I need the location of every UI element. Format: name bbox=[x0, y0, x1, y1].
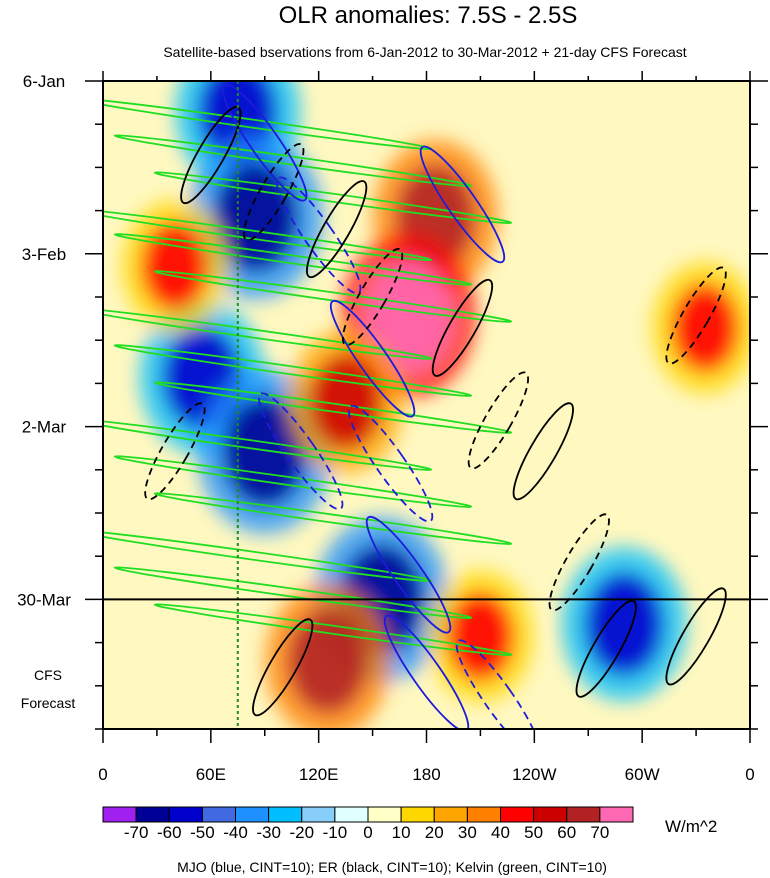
colorbar-label: -50 bbox=[190, 823, 215, 842]
y-axis: 6-Jan 3-Feb 2-Mar 30-Mar bbox=[17, 72, 768, 730]
colorbar-label: 0 bbox=[363, 823, 372, 842]
er-contour bbox=[467, 371, 530, 470]
colorbar-swatch bbox=[500, 806, 535, 823]
colorbar-label: -40 bbox=[223, 823, 248, 842]
colorbar-swatch bbox=[168, 806, 203, 823]
colorbar: -70 -60 -50 -40 -30 -20 -10 0 10 20 30 40 50 60 70 bbox=[102, 806, 634, 842]
kelvin-contour bbox=[113, 344, 473, 397]
chart-title: OLR anomalies: 7.5S - 2.5S bbox=[279, 2, 578, 29]
mjo-contour bbox=[419, 145, 506, 264]
colorbar-swatch bbox=[367, 806, 402, 823]
anomaly-core bbox=[309, 354, 382, 450]
kelvin-contour bbox=[153, 603, 513, 657]
colorbar-swatch bbox=[466, 806, 501, 823]
kelvin-contour bbox=[153, 492, 513, 545]
mjo-contour bbox=[455, 639, 542, 729]
kelvin-contour bbox=[153, 171, 513, 225]
x-tick-label: 60E bbox=[196, 765, 226, 784]
colorbar-swatch bbox=[400, 806, 435, 823]
kelvin-contour bbox=[103, 418, 433, 471]
plot-area bbox=[103, 81, 750, 729]
x-tick-label: 60W bbox=[625, 765, 660, 784]
colorbar-units: W/m^2 bbox=[665, 817, 717, 836]
anomaly-core bbox=[585, 572, 664, 676]
overlay-note: MJO (blue, CINT=10); ER (black, CINT=10)… bbox=[177, 859, 607, 875]
y-tick-label: 6-Jan bbox=[23, 72, 66, 91]
colorbar-label: 60 bbox=[557, 823, 576, 842]
colorbar-label: 30 bbox=[458, 823, 477, 842]
kelvin-contour bbox=[113, 566, 473, 619]
mjo-contour bbox=[258, 392, 344, 511]
colorbar-label: -60 bbox=[157, 823, 182, 842]
kelvin-contour bbox=[153, 381, 513, 434]
y-tick-label: 2-Mar bbox=[22, 418, 67, 437]
kelvin-contour bbox=[103, 307, 433, 360]
x-tick-label: 120E bbox=[299, 765, 339, 784]
anomaly-core bbox=[141, 221, 209, 311]
anomaly-core bbox=[213, 161, 298, 272]
kelvin-contour bbox=[113, 134, 473, 187]
er-contour bbox=[665, 266, 727, 365]
forecast-label-line2: Forecast bbox=[21, 695, 76, 711]
er-contour bbox=[431, 278, 494, 377]
x-axis: 0 60E 120E 180 120W 60W 0 bbox=[98, 71, 755, 784]
er-contour bbox=[575, 599, 637, 698]
forecast-label-line1: CFS bbox=[34, 667, 62, 683]
colorbar-swatch bbox=[235, 806, 270, 823]
anomaly-core bbox=[446, 592, 514, 681]
mjo-contour bbox=[222, 83, 308, 202]
er-contour bbox=[341, 248, 404, 346]
mjo-contour bbox=[347, 404, 434, 523]
colorbar-label: 20 bbox=[425, 823, 444, 842]
colorbar-label: 40 bbox=[491, 823, 510, 842]
x-tick-label: 0 bbox=[745, 765, 754, 784]
chart-subtitle: Satellite-based bservations from 6-Jan-2… bbox=[163, 44, 686, 60]
colorbar-label: 10 bbox=[392, 823, 411, 842]
kelvin-contour bbox=[103, 529, 433, 582]
y-tick-label: 3-Feb bbox=[22, 245, 66, 264]
colorbar-label: -30 bbox=[256, 823, 281, 842]
colorbar-swatch bbox=[334, 806, 369, 823]
y-tick-label: 30-Mar bbox=[17, 590, 71, 609]
kelvin-contour bbox=[113, 233, 473, 286]
er-contour bbox=[144, 402, 206, 501]
colorbar-swatch bbox=[135, 806, 170, 823]
kelvin-contour bbox=[113, 455, 473, 508]
mjo-contour bbox=[365, 515, 452, 634]
er-contour bbox=[252, 618, 314, 717]
mjo-contour bbox=[383, 614, 470, 729]
colorbar-swatch bbox=[301, 806, 336, 823]
colorbar-swatch bbox=[533, 806, 568, 823]
anomaly-core bbox=[366, 260, 451, 371]
colorbar-swatch bbox=[599, 806, 634, 823]
anomaly-core bbox=[671, 283, 739, 373]
colorbar-label: 70 bbox=[590, 823, 609, 842]
colorbar-swatch bbox=[433, 806, 468, 823]
er-contour bbox=[665, 587, 727, 686]
er-contour bbox=[512, 402, 574, 501]
er-contour bbox=[243, 143, 305, 242]
mjo-contour bbox=[276, 176, 362, 295]
x-tick-label: 180 bbox=[412, 765, 440, 784]
colorbar-label: -70 bbox=[124, 823, 149, 842]
er-contour bbox=[548, 513, 610, 612]
colorbar-label: -20 bbox=[289, 823, 314, 842]
colorbar-label: 50 bbox=[524, 823, 543, 842]
colorbar-swatch bbox=[102, 806, 137, 823]
er-contour bbox=[306, 180, 368, 279]
colorbar-swatch bbox=[268, 806, 303, 823]
colorbar-swatch bbox=[566, 806, 601, 823]
colorbar-label: -10 bbox=[323, 823, 348, 842]
colorbar-swatch bbox=[201, 806, 236, 823]
x-tick-label: 120W bbox=[512, 765, 556, 784]
mjo-contour bbox=[329, 299, 416, 418]
x-tick-label: 0 bbox=[98, 765, 107, 784]
